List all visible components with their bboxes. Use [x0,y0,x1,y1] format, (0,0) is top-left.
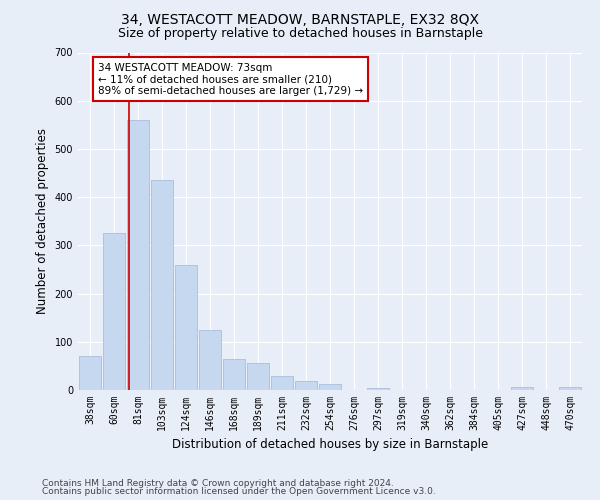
Bar [199,330,221,390]
Bar [271,376,293,390]
Bar [319,384,341,390]
Bar [247,364,269,390]
Y-axis label: Number of detached properties: Number of detached properties [36,128,49,314]
Bar [295,382,317,390]
Bar [367,388,389,390]
Bar [103,234,125,390]
Bar [175,264,197,390]
Text: Contains HM Land Registry data © Crown copyright and database right 2024.: Contains HM Land Registry data © Crown c… [42,478,394,488]
Bar [511,387,533,390]
Text: Contains public sector information licensed under the Open Government Licence v3: Contains public sector information licen… [42,487,436,496]
Bar [559,387,581,390]
Bar [223,358,245,390]
Text: Size of property relative to detached houses in Barnstaple: Size of property relative to detached ho… [118,26,482,40]
Text: 34, WESTACOTT MEADOW, BARNSTAPLE, EX32 8QX: 34, WESTACOTT MEADOW, BARNSTAPLE, EX32 8… [121,12,479,26]
Text: 34 WESTACOTT MEADOW: 73sqm
← 11% of detached houses are smaller (210)
89% of sem: 34 WESTACOTT MEADOW: 73sqm ← 11% of deta… [98,62,363,96]
X-axis label: Distribution of detached houses by size in Barnstaple: Distribution of detached houses by size … [172,438,488,452]
Bar [79,356,101,390]
Bar [127,120,149,390]
Bar [151,180,173,390]
